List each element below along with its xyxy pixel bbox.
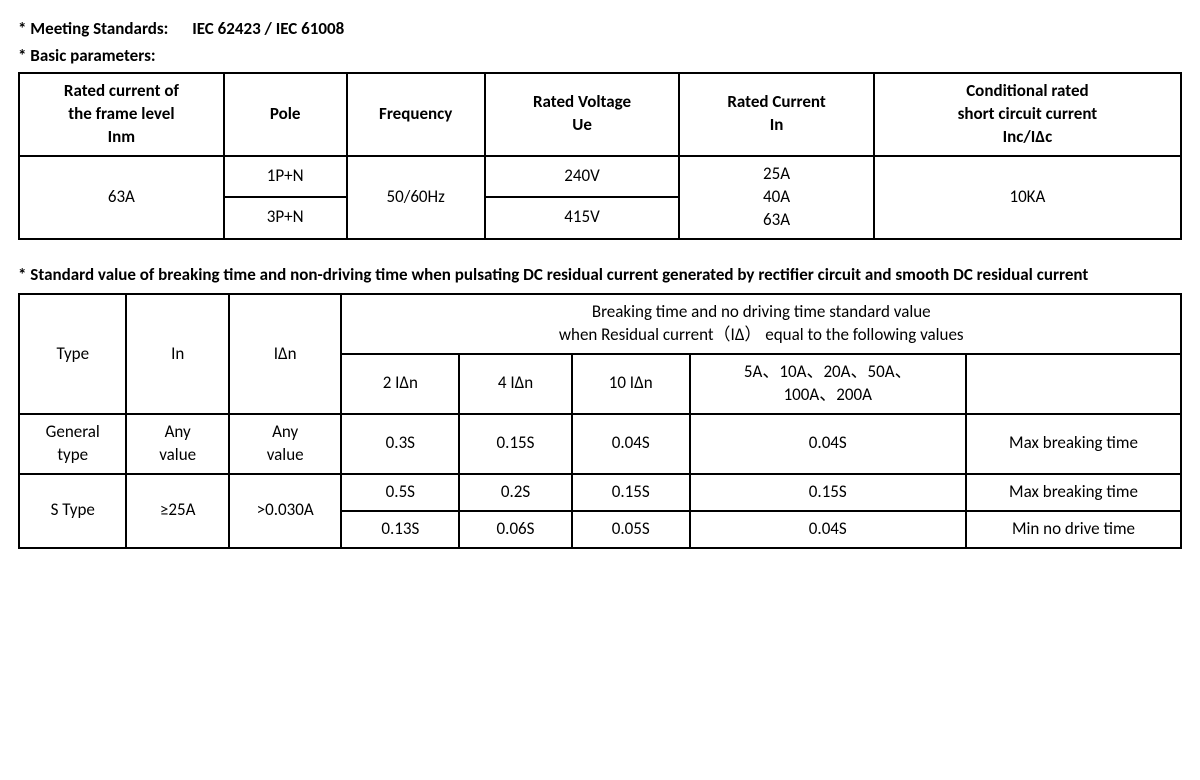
cell-value: 0.2S: [459, 474, 572, 511]
cell-value: 0.15S: [459, 414, 572, 474]
cell-in-25a: ≥25A: [126, 474, 228, 548]
col-desc: [966, 354, 1181, 414]
cell-type-s: S Type: [19, 474, 126, 548]
breaking-time-table: Type In IΔn Breaking time and no driving…: [18, 293, 1182, 549]
col-inc: Conditional rated short circuit current …: [874, 73, 1181, 156]
cell-pole-2: 3P+N: [224, 197, 347, 238]
cell-inc: 10KA: [874, 156, 1181, 239]
col-type: Type: [19, 294, 126, 414]
cell-desc: Min no drive time: [966, 511, 1181, 548]
col-span-header: Breaking time and no driving time standa…: [341, 294, 1181, 354]
basic-parameters-table: Rated current of the frame level Inm Pol…: [18, 72, 1182, 240]
cell-ue-2: 415V: [485, 197, 680, 238]
col-rated-current: Rated Current In: [679, 73, 874, 156]
cell-value: 0.15S: [572, 474, 690, 511]
col-in: In: [126, 294, 228, 414]
cell-value: 0.04S: [690, 511, 966, 548]
standards-label: * Meeting Standards:: [18, 18, 168, 39]
table-header-row: Rated current of the frame level Inm Pol…: [19, 73, 1181, 156]
cell-value: 0.04S: [572, 414, 690, 474]
col-idn: IΔn: [229, 294, 342, 414]
cell-pole-1: 1P+N: [224, 156, 347, 197]
table-row: S Type ≥25A >0.030A 0.5S 0.2S 0.15S 0.15…: [19, 474, 1181, 511]
cell-inm: 63A: [19, 156, 224, 239]
col-frequency: Frequency: [347, 73, 485, 156]
breaking-time-section-title: * Standard value of breaking time and no…: [18, 262, 1182, 288]
cell-value: 0.15S: [690, 474, 966, 511]
table-header-row: Type In IΔn Breaking time and no driving…: [19, 294, 1181, 354]
cell-idn-003a: >0.030A: [229, 474, 342, 548]
table-row: 63A 1P+N 50/60Hz 240V 25A 40A 63A 10KA: [19, 156, 1181, 197]
basic-params-label: * Basic parameters:: [18, 45, 1182, 66]
cell-in: 25A 40A 63A: [679, 156, 874, 239]
cell-frequency: 50/60Hz: [347, 156, 485, 239]
cell-desc: Max breaking time: [966, 474, 1181, 511]
cell-value: 0.04S: [690, 414, 966, 474]
col-rated-voltage: Rated Voltage Ue: [485, 73, 680, 156]
standards-value: IEC 62423 / IEC 61008: [192, 18, 344, 39]
cell-value: 0.5S: [341, 474, 459, 511]
cell-desc: Max breaking time: [966, 414, 1181, 474]
cell-idn-any: Any value: [229, 414, 342, 474]
col-4idn: 4 IΔn: [459, 354, 572, 414]
col-2idn: 2 IΔn: [341, 354, 459, 414]
cell-value: 0.13S: [341, 511, 459, 548]
table-row: General type Any value Any value 0.3S 0.…: [19, 414, 1181, 474]
cell-type-general: General type: [19, 414, 126, 474]
col-pole: Pole: [224, 73, 347, 156]
col-amps-list: 5A、10A、20A、50A、 100A、200A: [690, 354, 966, 414]
col-10idn: 10 IΔn: [572, 354, 690, 414]
cell-in-any: Any value: [126, 414, 228, 474]
cell-value: 0.06S: [459, 511, 572, 548]
cell-value: 0.3S: [341, 414, 459, 474]
col-inm: Rated current of the frame level Inm: [19, 73, 224, 156]
cell-value: 0.05S: [572, 511, 690, 548]
cell-ue-1: 240V: [485, 156, 680, 197]
standards-header: * Meeting Standards: IEC 62423 / IEC 610…: [18, 18, 1182, 39]
